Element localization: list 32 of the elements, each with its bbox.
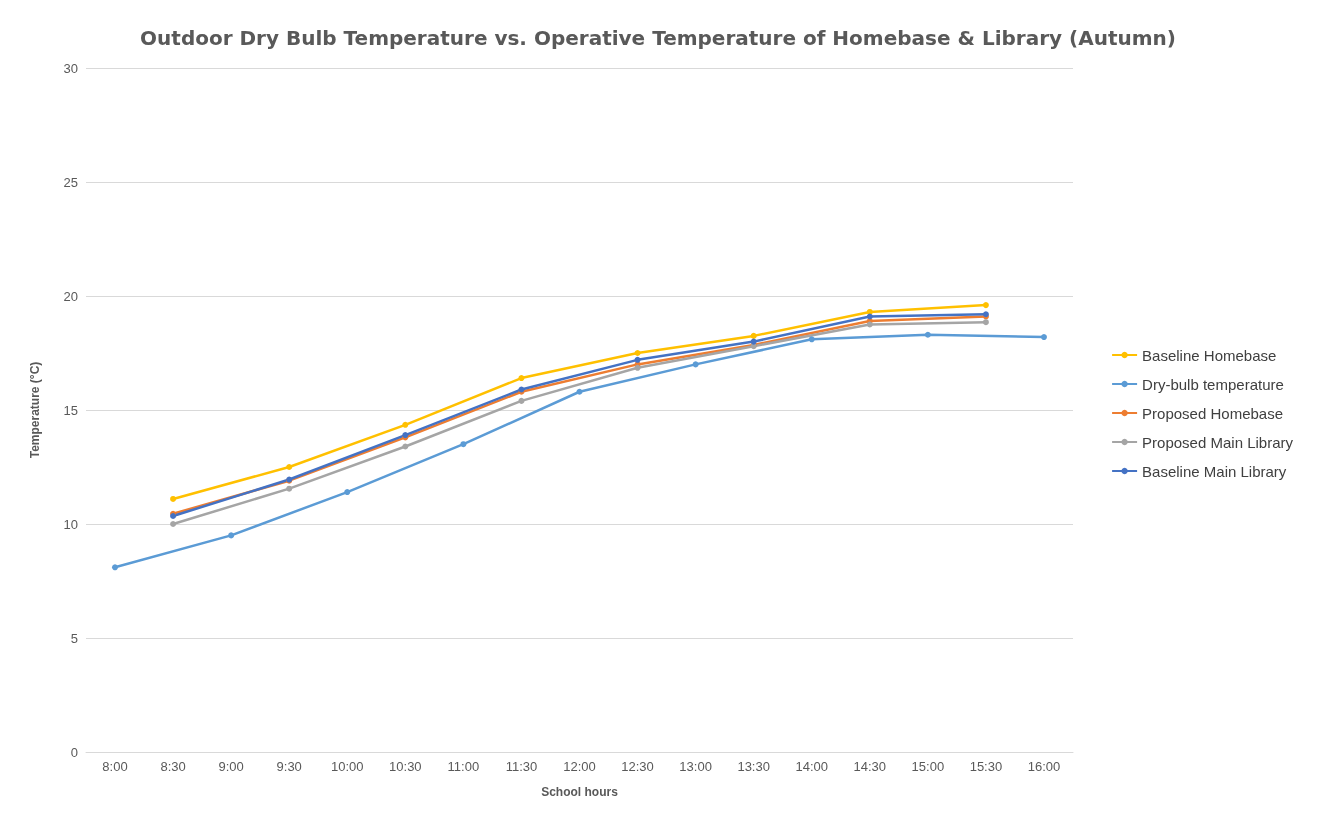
- y-tick-label: 0: [70, 744, 78, 760]
- x-tick-label: 10:30: [389, 759, 422, 774]
- y-tick-label: 20: [63, 288, 78, 304]
- x-tick-label: 15:30: [969, 759, 1003, 774]
- x-tick-label: 15:00: [911, 759, 945, 774]
- x-tick-label: 11:00: [447, 759, 480, 774]
- y-tick-label: 15: [63, 402, 78, 418]
- y-tick-label: 5: [70, 630, 78, 646]
- x-tick-label: 16:00: [1027, 759, 1061, 774]
- x-tick-label: 13:30: [737, 759, 770, 774]
- x-tick-label: 11:30: [505, 759, 538, 774]
- legend-label: Proposed Main Library: [1142, 433, 1294, 451]
- x-tick-label: 13:00: [679, 759, 712, 774]
- x-tick-label: 14:00: [795, 759, 829, 774]
- legend-label: Proposed Homebase: [1142, 404, 1284, 422]
- y-tick-label: 30: [63, 60, 78, 76]
- x-tick-label: 10:00: [330, 759, 364, 774]
- x-tick-label: 12:00: [563, 759, 596, 774]
- x-tick-label: 14:30: [853, 759, 887, 774]
- x-tick-label: 8:30: [160, 759, 186, 774]
- legend-label: Baseline Main Library: [1142, 462, 1287, 480]
- chart-title: Outdoor Dry Bulb Temperature vs. Operative Temperature of Homebase & Library (Autumn): [140, 26, 1176, 50]
- x-tick-label: 12:30: [621, 759, 654, 774]
- x-tick-label: 8:00: [102, 759, 128, 774]
- y-tick-label: 25: [63, 174, 78, 190]
- legend-label: Baseline Homebase: [1142, 346, 1277, 364]
- x-tick-label: 9:00: [218, 759, 244, 774]
- x-axis-title: School hours: [541, 785, 619, 799]
- legend-label: Dry-bulb temperature: [1142, 375, 1284, 393]
- x-tick-label: 9:30: [276, 759, 302, 774]
- y-tick-label: 10: [63, 516, 78, 532]
- y-axis-title: Temperature (°C): [28, 361, 42, 459]
